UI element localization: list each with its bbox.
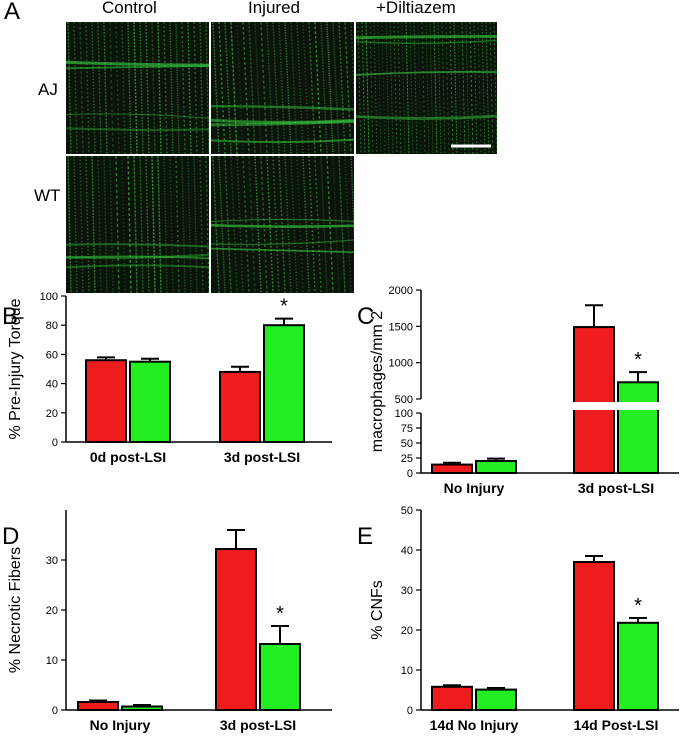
d-ytick-label-1: 10 — [46, 655, 58, 667]
d-ytick-label-0: 0 — [52, 705, 58, 717]
micrograph-aj-control — [66, 22, 209, 154]
d-ytick-label-2: 20 — [46, 605, 58, 617]
b-ytick-label-1: 20 — [46, 408, 58, 420]
c-ytick-label-8: 2000 — [389, 285, 413, 297]
c-axis-break — [413, 402, 680, 410]
xtick-C-0: No Injury — [444, 480, 505, 496]
bar-E-1-0 — [573, 561, 615, 711]
bar-C-0-1 — [475, 460, 517, 474]
e-ytick-label-3: 30 — [401, 585, 413, 597]
b-ytick-label-0: 0 — [52, 437, 58, 449]
panel-e: E % CNFs 0 10 20 30 40 50 14d No Injury 14d Post-… — [357, 505, 679, 733]
xtick-D-0: No Injury — [90, 717, 151, 733]
panel-d-ylabel: % Necrotic Fibers — [7, 547, 24, 673]
annotation-E-0: * — [634, 595, 642, 617]
bar-E-1-1 — [617, 621, 659, 711]
row-label-wt: WT — [34, 186, 61, 205]
b-ytick-label-4: 80 — [46, 320, 58, 332]
xtick-B-0: 0d post-LSI — [90, 449, 166, 465]
micrograph-aj-injured — [211, 22, 354, 154]
bar-E-0-0 — [431, 685, 473, 711]
bar-D-0-1 — [121, 705, 163, 711]
panel-b-letter: B — [2, 303, 18, 330]
panel-d-letter: D — [2, 523, 19, 550]
bar-C-0-0 — [431, 463, 473, 475]
panel-d: D% Necrotic Fibers 0 10 20 30 No Injury 3d pos… — [2, 510, 332, 733]
c-ytick-label-1: 25 — [401, 453, 413, 465]
xtick-E-0: 14d No Injury — [430, 717, 519, 733]
panel-c-letter: C — [357, 303, 374, 330]
panel-b-ylabel: % Pre-Injury Torque — [7, 298, 24, 439]
panel-e-letter: E — [357, 523, 373, 550]
column-header-injured: Injured — [248, 0, 300, 17]
bar-D-0-0 — [77, 701, 119, 711]
b-ytick-label-2: 40 — [46, 379, 58, 391]
c-ytick-label-0: 0 — [407, 468, 413, 480]
bar-E-0-1 — [475, 688, 517, 711]
e-ytick-label-2: 20 — [401, 625, 413, 637]
xtick-B-1: 3d post-LSI — [224, 449, 300, 465]
bar-D-1-1 — [259, 643, 301, 711]
bar-C-1-1 — [617, 381, 659, 474]
column-header-control: Control — [102, 0, 157, 17]
column-header-diltiazem: +Diltiazem — [376, 0, 456, 17]
bar-B-1-0 — [219, 370, 261, 444]
xtick-E-1: 14d Post-LSI — [574, 717, 659, 733]
panel-e-ylabel: % CNFs — [369, 580, 386, 640]
b-ytick-label-5: 100 — [40, 291, 58, 303]
c-ytick-label-2: 50 — [401, 438, 413, 450]
xtick-D-1: 3d post-LSI — [220, 717, 296, 733]
c-ytick-label-3: 75 — [401, 423, 413, 435]
micrograph-wt-injured-image — [211, 156, 354, 293]
row-label-aj: AJ — [38, 80, 58, 99]
bar-B-0-1 — [129, 360, 171, 444]
annotation-D-0: * — [276, 603, 284, 625]
micrograph-aj-diltiazem-image — [356, 22, 497, 154]
bar-B-1-1 — [263, 324, 305, 444]
e-ytick-label-1: 10 — [401, 665, 413, 677]
annotation-B-0: * — [280, 296, 288, 318]
micrograph-aj-injured-image — [211, 22, 354, 154]
e-ytick-label-4: 40 — [401, 545, 413, 557]
c-ytick-label-5: 500 — [395, 394, 413, 406]
micrograph-aj-diltiazem — [356, 22, 497, 154]
micrograph-wt-control — [66, 156, 209, 293]
micrograph-wt-injured — [211, 156, 354, 293]
e-ytick-label-0: 0 — [407, 705, 413, 717]
micrograph-wt-control-image — [66, 156, 209, 293]
bar-D-1-0 — [215, 548, 257, 711]
panel-c-ylabel: macrophages/mm 2 — [369, 311, 386, 452]
b-ytick-label-3: 60 — [46, 349, 58, 361]
d-ytick-label-3: 30 — [46, 555, 58, 567]
panel-a-letter: A — [4, 0, 21, 25]
c-ytick-label-4: 100 — [395, 408, 413, 420]
c-ytick-label-7: 1500 — [389, 321, 413, 333]
panel-b: B% Pre-Injury Torque 0 20 40 60 80 100 0d post-… — [2, 291, 332, 465]
bar-C-1-0 — [573, 326, 615, 474]
xtick-C-1: 3d post-LSI — [578, 480, 654, 496]
annotation-C-0: * — [634, 349, 642, 371]
bar-B-0-0 — [85, 359, 127, 443]
micrograph-aj-control-image — [66, 22, 209, 154]
c-ytick-label-6: 1000 — [389, 358, 413, 370]
e-ytick-label-5: 50 — [401, 505, 413, 517]
